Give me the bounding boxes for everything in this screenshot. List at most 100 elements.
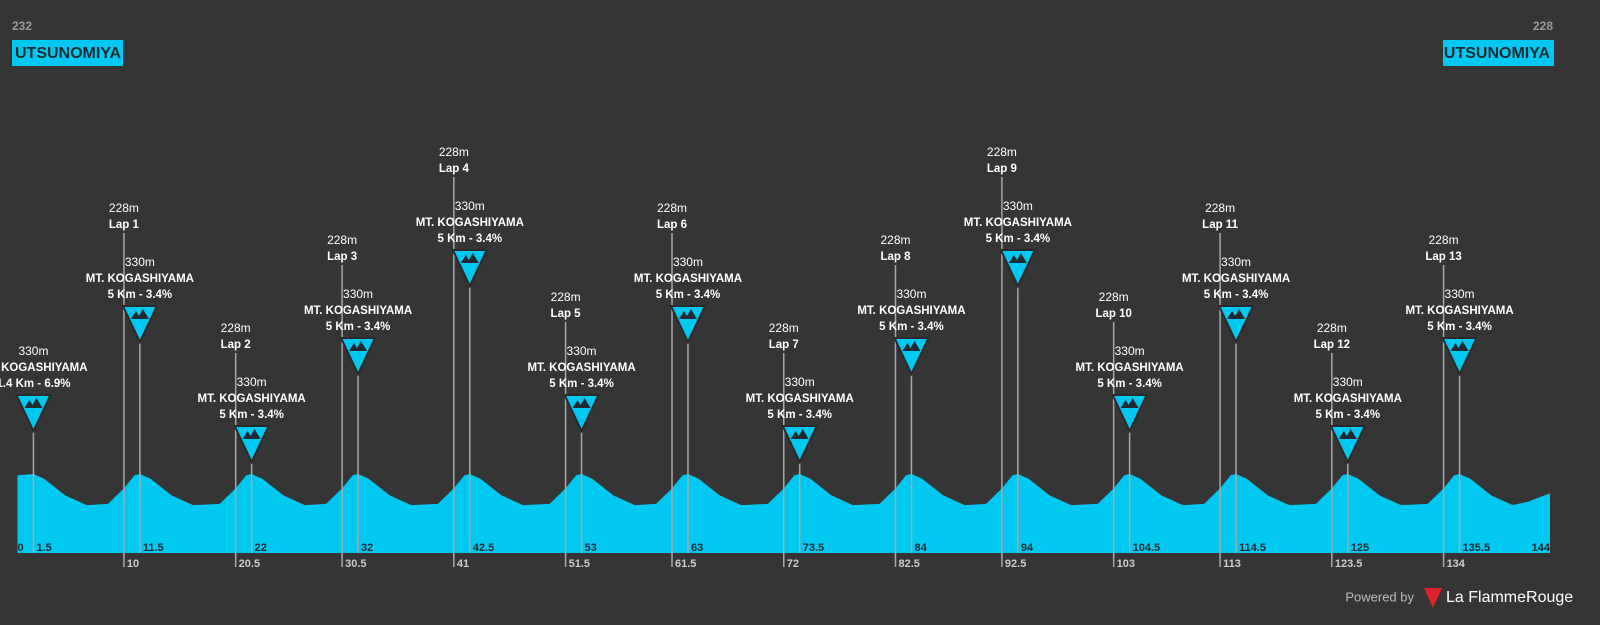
lap-label: Lap 5 xyxy=(551,308,582,320)
lap-label: Lap 11 xyxy=(1202,219,1238,231)
climb-marker xyxy=(1440,337,1479,377)
lap-altitude: 228m xyxy=(880,233,910,247)
climb-icon xyxy=(242,429,261,439)
lap-km: 61.5 xyxy=(675,558,696,570)
climb-detail: 5 Km - 3.4% xyxy=(879,321,944,333)
lap-altitude: 228m xyxy=(551,290,581,304)
climb-km: 135.5 xyxy=(1463,542,1491,554)
lap-km: 82.5 xyxy=(898,558,919,570)
climb-icon xyxy=(349,341,368,351)
climb-name: MT. KOGASHIYAMA xyxy=(1405,305,1513,317)
climb-marker xyxy=(999,249,1037,289)
climb-altitude: 330m xyxy=(18,344,48,358)
climb-km: 11.5 xyxy=(143,542,164,554)
start-box xyxy=(12,40,123,66)
finish-name: UTSUNOMIYA xyxy=(1444,45,1551,62)
lap-altitude: 228m xyxy=(1317,321,1347,335)
lap-altitude: 228m xyxy=(1429,233,1459,247)
climb-altitude: 330m xyxy=(343,287,373,301)
climb-name: MT. KOGASHIYAMA xyxy=(198,393,306,405)
climb-km: 53 xyxy=(585,542,597,554)
lap-km: 92.5 xyxy=(1005,558,1026,570)
climb-icon xyxy=(1008,253,1027,263)
brand-name: La FlammeRouge xyxy=(1446,589,1573,606)
climb-marker xyxy=(1111,394,1149,434)
lap-km: 113 xyxy=(1223,558,1241,570)
start-name: UTSUNOMIYA xyxy=(15,45,122,62)
lap-label: Lap 2 xyxy=(221,339,251,351)
climb-detail: 5 Km - 3.4% xyxy=(108,289,173,301)
climb-marker xyxy=(121,305,159,345)
climb-altitude: 330m xyxy=(125,255,155,269)
lap-altitude: 228m xyxy=(109,201,139,215)
climb-detail: 5 Km - 3.4% xyxy=(1204,289,1269,301)
climb-marker xyxy=(233,425,271,465)
climb-km: 22 xyxy=(255,542,267,554)
climb-marker xyxy=(562,394,601,434)
finish-number: 228 xyxy=(1533,19,1553,33)
climb-icon xyxy=(460,253,479,263)
climb-altitude: 330m xyxy=(785,375,815,389)
climb-name: MT. KOGASHIYAMA xyxy=(857,305,965,317)
start-number: 232 xyxy=(12,19,32,33)
lap-km: 103 xyxy=(1117,558,1135,570)
climb-name: MT. KOGASHIYAMA xyxy=(746,393,854,405)
lap-km: 30.5 xyxy=(345,558,366,570)
climb-km: 42.5 xyxy=(473,542,494,554)
climb-altitude: 330m xyxy=(1003,199,1033,213)
brand-logo xyxy=(1424,588,1442,608)
lap-label: Lap 12 xyxy=(1314,339,1350,351)
climb-km: 73.5 xyxy=(803,542,824,554)
lap-km: 72 xyxy=(787,558,799,570)
climb-icon xyxy=(1120,398,1139,408)
climb-name: MT. KOGASHIYAMA xyxy=(304,305,412,317)
lap-altitude: 228m xyxy=(1205,201,1235,215)
lap-altitude: 228m xyxy=(221,321,251,335)
lap-km: 20.5 xyxy=(239,558,260,570)
climb-name: MT. KOGASHIYAMA xyxy=(634,273,742,285)
climb-detail: 5 Km - 3.4% xyxy=(219,409,284,421)
climb-marker xyxy=(14,394,53,434)
lap-altitude: 228m xyxy=(987,145,1017,159)
climb-km: 63 xyxy=(691,542,703,554)
lap-altitude: 228m xyxy=(439,145,469,159)
climb-icon xyxy=(130,309,149,319)
lap-km: 10 xyxy=(127,558,139,570)
lap-label: Lap 6 xyxy=(657,219,687,231)
climb-name: MT. KOGASHIYAMA xyxy=(1294,393,1402,405)
lap-km: 51.5 xyxy=(569,558,590,570)
lap-label: Lap 9 xyxy=(987,163,1017,175)
climb-icon xyxy=(790,429,809,439)
climb-km: 1.5 xyxy=(36,542,51,554)
climb-marker xyxy=(892,337,931,377)
climb-km: 125 xyxy=(1351,542,1369,554)
climb-icon xyxy=(1338,429,1357,439)
lap-km: 123.5 xyxy=(1335,558,1363,570)
climb-altitude: 330m xyxy=(1445,287,1475,301)
climb-km: 32 xyxy=(361,542,373,554)
lap-altitude: 228m xyxy=(657,201,687,215)
climb-name: MT. KOGASHIYAMA xyxy=(0,362,88,374)
climb-marker xyxy=(1217,305,1255,345)
start-km: 0 xyxy=(18,542,24,554)
climb-name: MT. KOGASHIYAMA xyxy=(86,273,194,285)
lap-label: Lap 1 xyxy=(109,219,140,231)
climb-altitude: 330m xyxy=(567,344,597,358)
powered-by: Powered by xyxy=(1345,589,1414,604)
climb-name: MT. KOGASHIYAMA xyxy=(527,362,635,374)
climb-name: MT. KOGASHIYAMA xyxy=(1182,273,1290,285)
climb-name: MT. KOGASHIYAMA xyxy=(964,217,1072,229)
climb-km: 114.5 xyxy=(1239,542,1266,554)
climb-detail: 1.4 Km - 6.9% xyxy=(0,378,71,390)
climb-altitude: 330m xyxy=(673,255,703,269)
climb-icon xyxy=(902,341,921,351)
climb-marker xyxy=(451,249,489,289)
finish-box xyxy=(1443,40,1554,66)
climb-km: 94 xyxy=(1021,542,1034,554)
climb-altitude: 330m xyxy=(455,199,485,213)
lap-label: Lap 3 xyxy=(327,251,357,263)
lap-altitude: 228m xyxy=(769,321,799,335)
climb-altitude: 330m xyxy=(237,375,267,389)
climb-detail: 5 Km - 3.4% xyxy=(438,233,503,245)
